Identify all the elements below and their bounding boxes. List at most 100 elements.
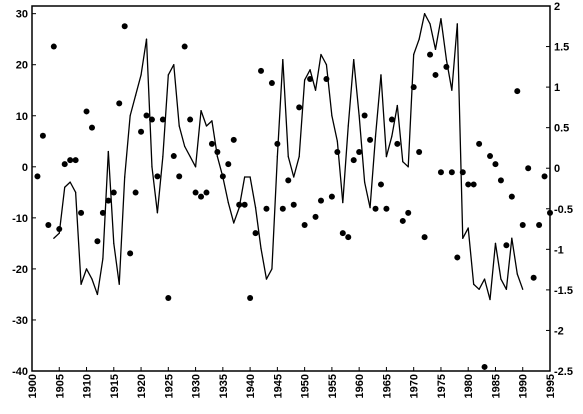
- data-point: [170, 153, 177, 160]
- line-segment: [483, 278, 491, 301]
- right-tick-label: 2: [554, 1, 560, 13]
- data-point: [410, 84, 417, 91]
- marker-series: [34, 23, 553, 370]
- right-y-axis: 2 1.5 1 0.5 0 -0.5 -1 -1.5 -2 -2.5: [546, 1, 573, 378]
- line-segment: [500, 278, 508, 290]
- data-point: [34, 173, 41, 180]
- data-point: [78, 209, 85, 216]
- line-segment: [282, 58, 289, 158]
- x-tick-label: 1955: [327, 374, 339, 398]
- line-segment: [473, 283, 480, 290]
- data-point: [416, 149, 423, 155]
- data-point: [508, 193, 515, 200]
- x-tick-label: 1960: [354, 374, 366, 398]
- line-segment: [140, 38, 148, 76]
- line-segment: [178, 125, 186, 148]
- x-tick-label: 1950: [300, 374, 312, 398]
- x-tick-label: 1945: [272, 374, 284, 398]
- data-point: [176, 173, 183, 180]
- line-segment: [80, 268, 88, 285]
- line-segment: [451, 23, 458, 91]
- line-segment: [385, 135, 393, 158]
- x-tick-label: 1985: [490, 374, 502, 398]
- line-segment: [314, 53, 322, 91]
- x-axis: 1900 1905 1910 1915 1920 1925 1930 1935 1940 1945…: [27, 367, 557, 398]
- plot-frame: [31, 5, 551, 372]
- data-point: [547, 209, 553, 216]
- left-tick-label: -20: [12, 264, 28, 276]
- data-point: [405, 209, 412, 216]
- left-tick-label: 0: [22, 162, 28, 174]
- data-point: [121, 23, 128, 30]
- data-point: [399, 217, 406, 224]
- x-tick-label: 1940: [245, 374, 257, 398]
- left-tick-label: -40: [12, 366, 28, 378]
- data-point: [487, 153, 494, 160]
- data-point: [274, 140, 281, 147]
- left-tick-label: -10: [12, 213, 28, 225]
- line-segment: [173, 64, 180, 127]
- data-point: [214, 149, 221, 155]
- data-point: [148, 116, 155, 123]
- line-segment: [418, 13, 426, 40]
- data-point: [427, 51, 434, 58]
- data-point: [45, 222, 52, 228]
- data-point: [334, 149, 341, 155]
- line-segment: [254, 206, 262, 250]
- line-segment: [331, 115, 339, 142]
- data-point: [443, 63, 450, 70]
- line-segment: [303, 69, 311, 81]
- line-segment: [74, 191, 82, 285]
- line-segment: [124, 115, 131, 178]
- line-segment: [423, 13, 431, 25]
- data-point: [241, 201, 248, 208]
- line-segment: [407, 53, 415, 168]
- left-y-axis: 30 20 10 0 -10 -20 -30 -40: [12, 9, 36, 378]
- line-segment: [467, 227, 475, 285]
- data-point: [230, 136, 237, 143]
- line-segment: [260, 247, 268, 280]
- right-tick-label: -2.5: [554, 366, 573, 378]
- line-segment: [413, 38, 420, 56]
- data-point: [541, 173, 548, 180]
- line-segment: [222, 176, 229, 204]
- data-point: [361, 112, 368, 119]
- line-segment: [53, 232, 60, 239]
- data-point: [159, 116, 166, 123]
- line-segment: [194, 110, 202, 168]
- line-segment: [456, 23, 464, 239]
- line-segment: [358, 115, 366, 183]
- data-point: [497, 177, 504, 184]
- x-tick-label: 1930: [191, 374, 203, 398]
- line-segment: [249, 176, 257, 209]
- data-point: [437, 169, 444, 176]
- data-point: [39, 132, 46, 139]
- right-tick-label: -2: [554, 325, 564, 337]
- data-point: [296, 104, 303, 111]
- data-point: [503, 242, 510, 249]
- line-segment: [380, 74, 388, 158]
- data-point: [236, 201, 243, 208]
- data-point: [94, 238, 101, 245]
- data-point: [459, 169, 466, 176]
- line-segment: [489, 242, 497, 301]
- line-segment: [353, 58, 360, 117]
- line-segment: [298, 79, 306, 158]
- line-segment: [167, 64, 175, 76]
- data-point: [247, 295, 254, 301]
- line-segment: [516, 273, 524, 290]
- data-point: [301, 222, 308, 228]
- line-segment: [293, 155, 300, 178]
- line-segment: [145, 38, 153, 168]
- data-point: [421, 234, 428, 241]
- line-segment: [69, 181, 77, 193]
- data-point: [470, 181, 477, 188]
- data-point: [328, 193, 335, 200]
- data-point: [72, 157, 79, 164]
- data-point: [367, 136, 374, 143]
- x-tick-label: 1965: [381, 374, 393, 398]
- line-segment: [151, 166, 159, 214]
- x-tick-label: 1995: [545, 374, 557, 398]
- right-tick-label: 1.5: [554, 42, 569, 54]
